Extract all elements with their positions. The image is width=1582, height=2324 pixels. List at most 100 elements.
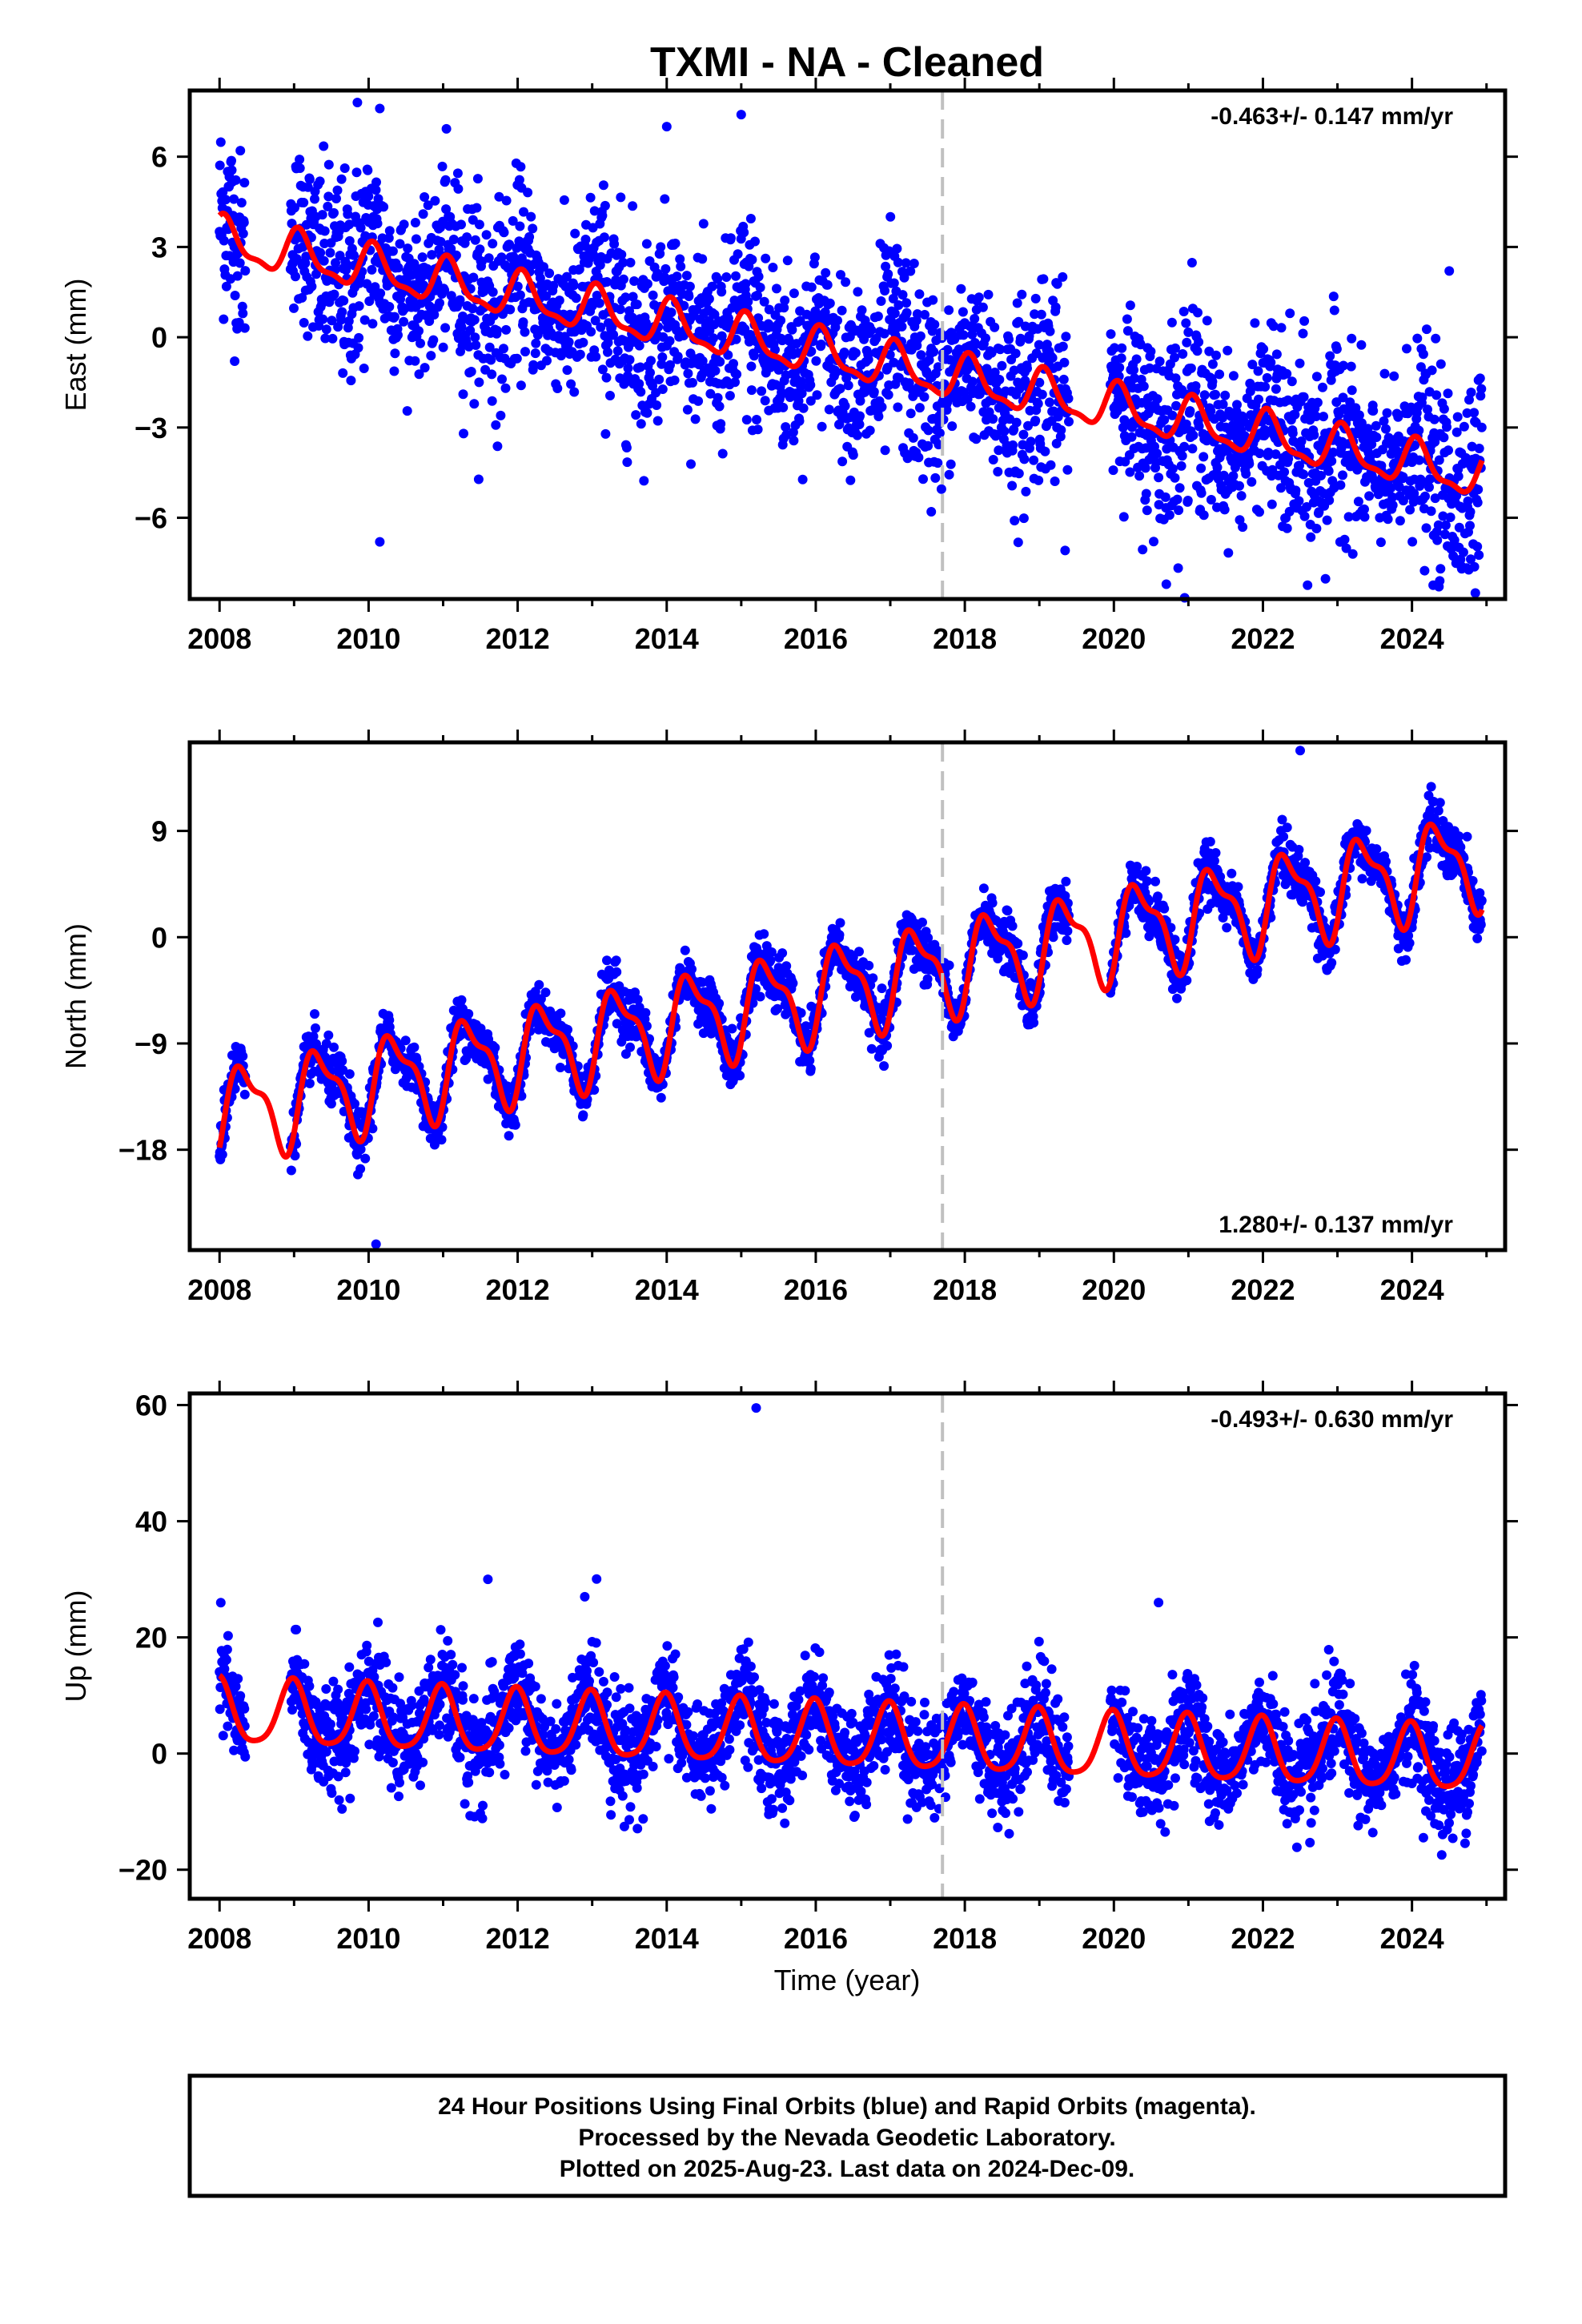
data-point xyxy=(1465,507,1476,517)
data-point xyxy=(1323,466,1334,476)
x-tick-label: 2016 xyxy=(784,622,848,655)
data-point xyxy=(1347,549,1358,559)
data-point xyxy=(1007,480,1018,491)
data-point xyxy=(1469,408,1480,418)
data-point xyxy=(970,314,980,324)
data-point xyxy=(364,296,375,307)
data-point xyxy=(303,182,313,192)
data-point xyxy=(942,344,953,355)
data-point xyxy=(1196,488,1207,498)
data-point xyxy=(456,995,467,1005)
data-point xyxy=(399,219,409,230)
data-point xyxy=(1191,381,1201,391)
data-point xyxy=(291,271,300,282)
data-point xyxy=(632,300,642,310)
data-point xyxy=(1019,454,1030,464)
data-point xyxy=(765,955,776,966)
data-point xyxy=(1260,382,1271,392)
outlier-point xyxy=(926,507,937,517)
data-point xyxy=(1172,494,1182,505)
data-point xyxy=(757,386,767,396)
data-point xyxy=(488,287,498,297)
data-point xyxy=(1328,292,1339,302)
data-point xyxy=(559,195,569,205)
data-point xyxy=(772,283,781,294)
data-point xyxy=(958,307,968,317)
data-point xyxy=(441,123,452,134)
data-point xyxy=(623,371,632,381)
data-point xyxy=(990,322,1000,332)
data-point xyxy=(1182,337,1192,348)
data-point xyxy=(866,325,877,336)
data-point xyxy=(1459,421,1469,432)
data-point xyxy=(402,406,412,416)
data-point xyxy=(496,252,507,263)
data-point xyxy=(612,967,622,977)
data-point xyxy=(1427,365,1437,376)
data-point xyxy=(438,342,448,352)
data-point xyxy=(605,391,615,400)
data-point xyxy=(657,384,668,394)
data-point xyxy=(1389,371,1399,381)
data-point xyxy=(423,200,433,211)
data-point xyxy=(1018,950,1028,960)
data-point xyxy=(993,467,1003,476)
data-point xyxy=(1445,513,1456,522)
data-point xyxy=(1299,511,1310,521)
data-point xyxy=(592,271,603,282)
data-point xyxy=(428,335,439,345)
data-point xyxy=(746,361,757,372)
east-panel: 2008 2010 2012 2014 2016 2018 2020 2022 2024−6−3… xyxy=(59,78,1518,655)
data-point xyxy=(873,412,884,421)
data-point xyxy=(383,233,394,243)
data-point xyxy=(625,257,636,267)
data-point xyxy=(497,374,507,384)
data-point xyxy=(598,180,608,191)
data-point xyxy=(714,401,725,412)
data-point xyxy=(675,254,685,264)
data-point xyxy=(304,1078,315,1088)
data-point xyxy=(295,163,305,173)
data-point xyxy=(427,250,437,260)
data-point xyxy=(848,450,858,460)
data-point xyxy=(1318,382,1327,392)
data-point xyxy=(469,315,480,325)
data-point xyxy=(603,347,612,357)
data-point xyxy=(474,377,484,388)
data-point xyxy=(310,194,319,204)
data-point xyxy=(578,1110,588,1120)
data-point xyxy=(219,314,229,324)
data-point xyxy=(865,425,875,436)
data-point xyxy=(1472,497,1483,508)
data-point xyxy=(1299,316,1310,326)
data-point xyxy=(1164,510,1174,521)
data-point xyxy=(1291,485,1301,496)
data-point xyxy=(588,223,598,233)
data-point xyxy=(395,239,405,249)
data-point xyxy=(541,291,551,301)
data-point xyxy=(239,217,249,227)
data-point xyxy=(750,236,760,247)
data-point xyxy=(889,308,900,319)
data-point xyxy=(683,368,693,379)
data-point xyxy=(978,302,988,312)
data-point xyxy=(922,974,933,984)
data-point xyxy=(863,354,873,364)
data-point xyxy=(743,296,753,307)
data-point xyxy=(566,379,576,389)
data-point xyxy=(1058,374,1069,384)
data-point xyxy=(597,211,608,221)
data-point xyxy=(291,254,302,264)
data-point xyxy=(1402,344,1411,354)
east-y-axis-label: East (mm) xyxy=(59,279,92,412)
data-point xyxy=(1356,340,1367,350)
data-point xyxy=(752,415,761,424)
data-point xyxy=(1431,390,1442,400)
data-point xyxy=(1034,475,1044,485)
data-point xyxy=(327,316,337,326)
data-point xyxy=(761,253,771,263)
data-point xyxy=(1022,364,1032,373)
data-point xyxy=(452,168,463,179)
data-point xyxy=(1211,389,1220,400)
data-point xyxy=(1018,429,1029,440)
